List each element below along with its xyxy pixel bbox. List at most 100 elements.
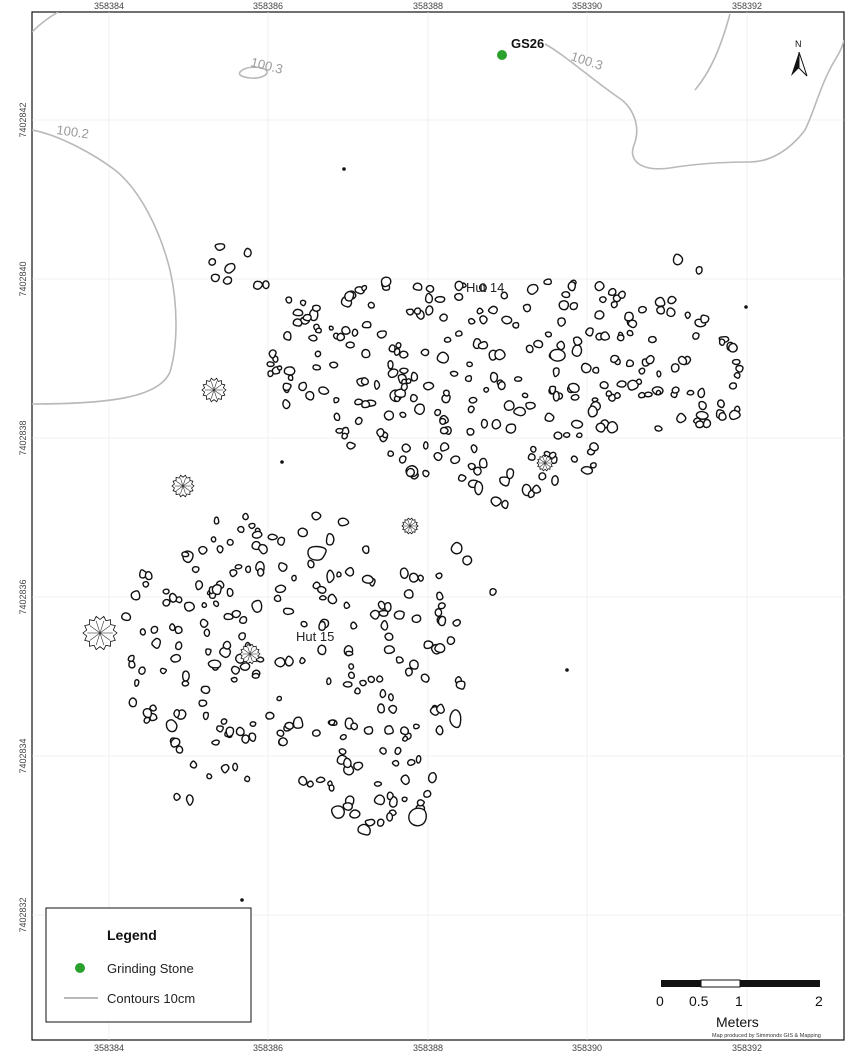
y-tick-label: 7402838	[18, 420, 28, 455]
stone-outline	[251, 672, 260, 679]
stone-outline	[350, 722, 359, 731]
point-feature	[744, 305, 748, 309]
stone-outline	[373, 781, 383, 787]
stone-outline	[466, 361, 474, 368]
stone-outline	[399, 567, 409, 579]
stone-outline	[195, 580, 204, 591]
stone-outline	[337, 517, 350, 527]
stone-outline	[354, 687, 361, 695]
stone-outline	[580, 362, 592, 374]
stone-outline	[311, 304, 321, 312]
stone-outline	[244, 775, 251, 783]
stone-outline	[437, 602, 446, 610]
stone-outline	[311, 511, 322, 521]
stone-outline	[333, 397, 340, 404]
stone-outline	[672, 253, 684, 266]
x-tick-label: 358384	[94, 1, 124, 11]
stone-outline	[478, 283, 487, 292]
stone-outline	[174, 641, 183, 651]
stone-outline	[575, 432, 583, 439]
stone-outline	[624, 311, 634, 322]
stone-outline	[170, 653, 182, 663]
stone-outline	[591, 397, 599, 403]
stone-outline	[165, 719, 178, 733]
stone-outline	[244, 565, 252, 574]
stone-outline	[595, 422, 606, 433]
stone-outline	[306, 780, 314, 788]
stone-outline	[735, 364, 744, 373]
stone-outline	[476, 307, 484, 315]
stone-outline	[274, 656, 286, 668]
stone-outline	[142, 580, 150, 588]
stone-outline	[439, 313, 448, 322]
stone-outline	[616, 380, 627, 388]
stone-outline	[363, 725, 374, 735]
stone-outline	[506, 468, 515, 480]
stone-outline	[181, 551, 190, 558]
stone-outline	[222, 276, 233, 285]
stone-outline	[434, 295, 446, 304]
stone-outline	[436, 351, 450, 364]
stone-outline	[487, 305, 499, 315]
stone-outline	[527, 453, 536, 461]
stone-outline	[239, 662, 251, 671]
stone-outline	[401, 443, 412, 453]
stone-outline	[231, 609, 242, 619]
stone-outline	[305, 390, 315, 401]
stone-outline	[159, 667, 168, 675]
stone-outline	[189, 760, 198, 769]
stone-outline	[625, 359, 635, 368]
stone-outline	[327, 593, 338, 605]
stone-outline	[425, 284, 435, 293]
stone-outline	[191, 566, 200, 574]
stone-outline	[248, 732, 257, 742]
stone-outline	[462, 555, 473, 566]
stone-outline	[617, 290, 626, 299]
stone-outline	[311, 729, 321, 737]
stone-outline	[467, 317, 476, 325]
stone-outline	[317, 644, 327, 656]
point-feature	[240, 898, 244, 902]
x-tick-label: 358384	[94, 1043, 124, 1053]
stone-outline	[308, 334, 318, 342]
stone-outline	[455, 680, 466, 690]
stone-outline	[223, 612, 234, 621]
stone-outline	[442, 389, 450, 397]
point-feature	[342, 167, 346, 171]
stone-outline	[594, 310, 605, 320]
stone-outline	[647, 335, 657, 344]
stone-outline	[143, 716, 151, 724]
stone-outline	[491, 418, 502, 430]
rosette-symbol	[239, 643, 261, 665]
stone-outline	[644, 391, 653, 398]
stone-outline	[282, 398, 291, 410]
stone-outline	[410, 371, 419, 382]
stone-outline	[512, 321, 520, 329]
north-arrow-icon: N	[791, 39, 808, 77]
stone-outline	[364, 818, 376, 827]
stone-outline	[384, 632, 394, 641]
stone-outline	[361, 284, 368, 292]
stone-outline	[302, 313, 312, 322]
stone-outline	[480, 418, 489, 429]
stone-outline	[359, 679, 367, 687]
stone-outline	[391, 759, 400, 767]
stone-outline	[567, 281, 577, 292]
stone-outline	[268, 349, 277, 359]
grinding-stone-marker[interactable]	[497, 50, 507, 60]
stone-outline	[266, 361, 275, 368]
stone-outline	[150, 625, 159, 634]
stone-outline	[207, 659, 222, 669]
stone-outline	[361, 320, 372, 329]
stone-outline	[175, 745, 184, 754]
stone-outline	[198, 545, 208, 555]
stone-outline	[405, 378, 412, 385]
stone-outline	[457, 474, 467, 482]
stone-outline	[399, 726, 410, 736]
stone-outline	[329, 361, 339, 369]
stone-outline	[412, 282, 423, 291]
stone-outline	[415, 754, 422, 764]
x-tick-label: 358388	[413, 1043, 443, 1053]
stone-outline	[434, 408, 442, 417]
point-feature	[280, 460, 284, 464]
